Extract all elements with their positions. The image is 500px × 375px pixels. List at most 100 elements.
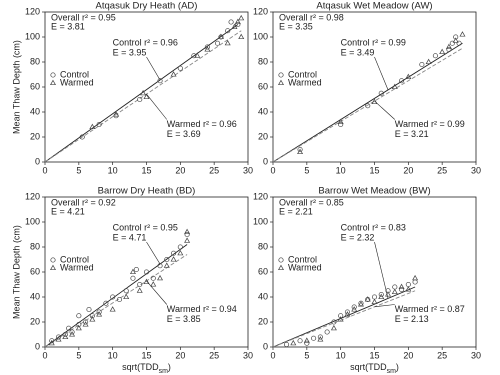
point [204, 44, 210, 50]
point [238, 14, 245, 21]
y-tick-label: 60 [30, 81, 40, 91]
point [62, 331, 68, 338]
y-tick-label: 80 [30, 56, 40, 66]
point [456, 40, 462, 46]
point [86, 306, 92, 313]
annotation: E = 3.85 [167, 314, 201, 324]
y-tick-label: 120 [25, 191, 40, 201]
point [130, 275, 136, 281]
point [62, 333, 69, 340]
point [66, 325, 72, 331]
point [79, 134, 85, 140]
legend-label: Control [60, 69, 89, 79]
y-tick-label: 20 [258, 131, 268, 141]
x-tick-label: 5 [76, 165, 81, 175]
annotation: Control r² = 0.95 [113, 223, 178, 233]
y-tick-label: 40 [258, 106, 268, 116]
x-tick-label: 20 [175, 350, 185, 360]
point [133, 266, 139, 273]
x-tick-label: 5 [76, 350, 81, 360]
point [445, 43, 452, 50]
point [283, 341, 290, 348]
y-tick-label: 100 [253, 216, 268, 226]
point [136, 287, 143, 293]
x-tick-label: 30 [243, 350, 253, 360]
point [69, 329, 75, 335]
point [89, 313, 95, 319]
point [439, 48, 446, 55]
panel-title: Atqasuk Dry Heath (AD) [96, 1, 198, 12]
point [48, 339, 55, 346]
point [177, 244, 183, 250]
point [69, 331, 76, 337]
point [137, 96, 143, 103]
point [123, 293, 130, 300]
leader-line [374, 100, 396, 120]
point [419, 61, 425, 68]
point [224, 39, 231, 46]
x-tick-label: 0 [42, 350, 47, 360]
point [297, 338, 303, 344]
x-axis-label-end: ) [168, 362, 171, 372]
point [459, 31, 466, 37]
leader-line [146, 56, 161, 81]
point [297, 148, 304, 155]
panel-title: Barrow Dry Heath (BD) [98, 186, 196, 197]
point [344, 309, 350, 315]
point [49, 338, 55, 344]
point [391, 83, 398, 90]
point [330, 324, 337, 331]
point [351, 306, 358, 312]
point [89, 123, 96, 130]
point [96, 121, 102, 128]
point [357, 301, 364, 307]
x-tick-label: 20 [175, 165, 185, 175]
point [425, 58, 432, 65]
x-tick-label: 5 [304, 350, 309, 360]
point [331, 319, 337, 325]
x-axis-label-sub: sm [387, 368, 397, 375]
point [204, 46, 211, 52]
point [351, 304, 357, 310]
x-axis-label-main: sqrt(TDD [122, 362, 159, 372]
point [405, 281, 411, 288]
leader-line [146, 241, 161, 265]
point [184, 228, 191, 235]
annotation: Control r² = 0.99 [341, 38, 406, 48]
point [116, 296, 122, 303]
leader-line [374, 241, 389, 299]
point [170, 71, 177, 77]
point [96, 311, 103, 317]
y-axis-label: Mean Thaw Depth (cm) [11, 40, 21, 134]
point [109, 306, 116, 312]
point [297, 146, 303, 153]
fit-line [44, 244, 188, 348]
x-tick-label: 0 [270, 165, 275, 175]
point [217, 33, 224, 40]
legend-marker [278, 257, 284, 263]
annotation: E = 2.32 [341, 233, 375, 243]
x-tick-label: 25 [209, 350, 219, 360]
point [338, 313, 344, 319]
panel-title: Barrow Wet Meadow (BW) [318, 186, 430, 197]
annotation: E = 2.21 [279, 206, 313, 216]
point [55, 336, 62, 342]
annotation: E = 3.95 [113, 48, 147, 58]
point [337, 118, 344, 125]
annotation: Warmed r² = 0.94 [167, 304, 237, 314]
point [137, 281, 143, 288]
point [96, 309, 102, 315]
point [337, 316, 344, 322]
annotation: Overall r² = 0.95 [51, 12, 116, 22]
point [399, 286, 405, 293]
point [371, 294, 378, 300]
point [177, 249, 184, 256]
x-tick-label: 0 [42, 165, 47, 175]
point [405, 73, 412, 80]
y-tick-label: 20 [258, 316, 268, 326]
x-tick-label: 15 [141, 350, 151, 360]
point [76, 321, 82, 328]
x-tick-label: 25 [437, 350, 447, 360]
leader-line [146, 93, 168, 120]
point [317, 336, 324, 342]
